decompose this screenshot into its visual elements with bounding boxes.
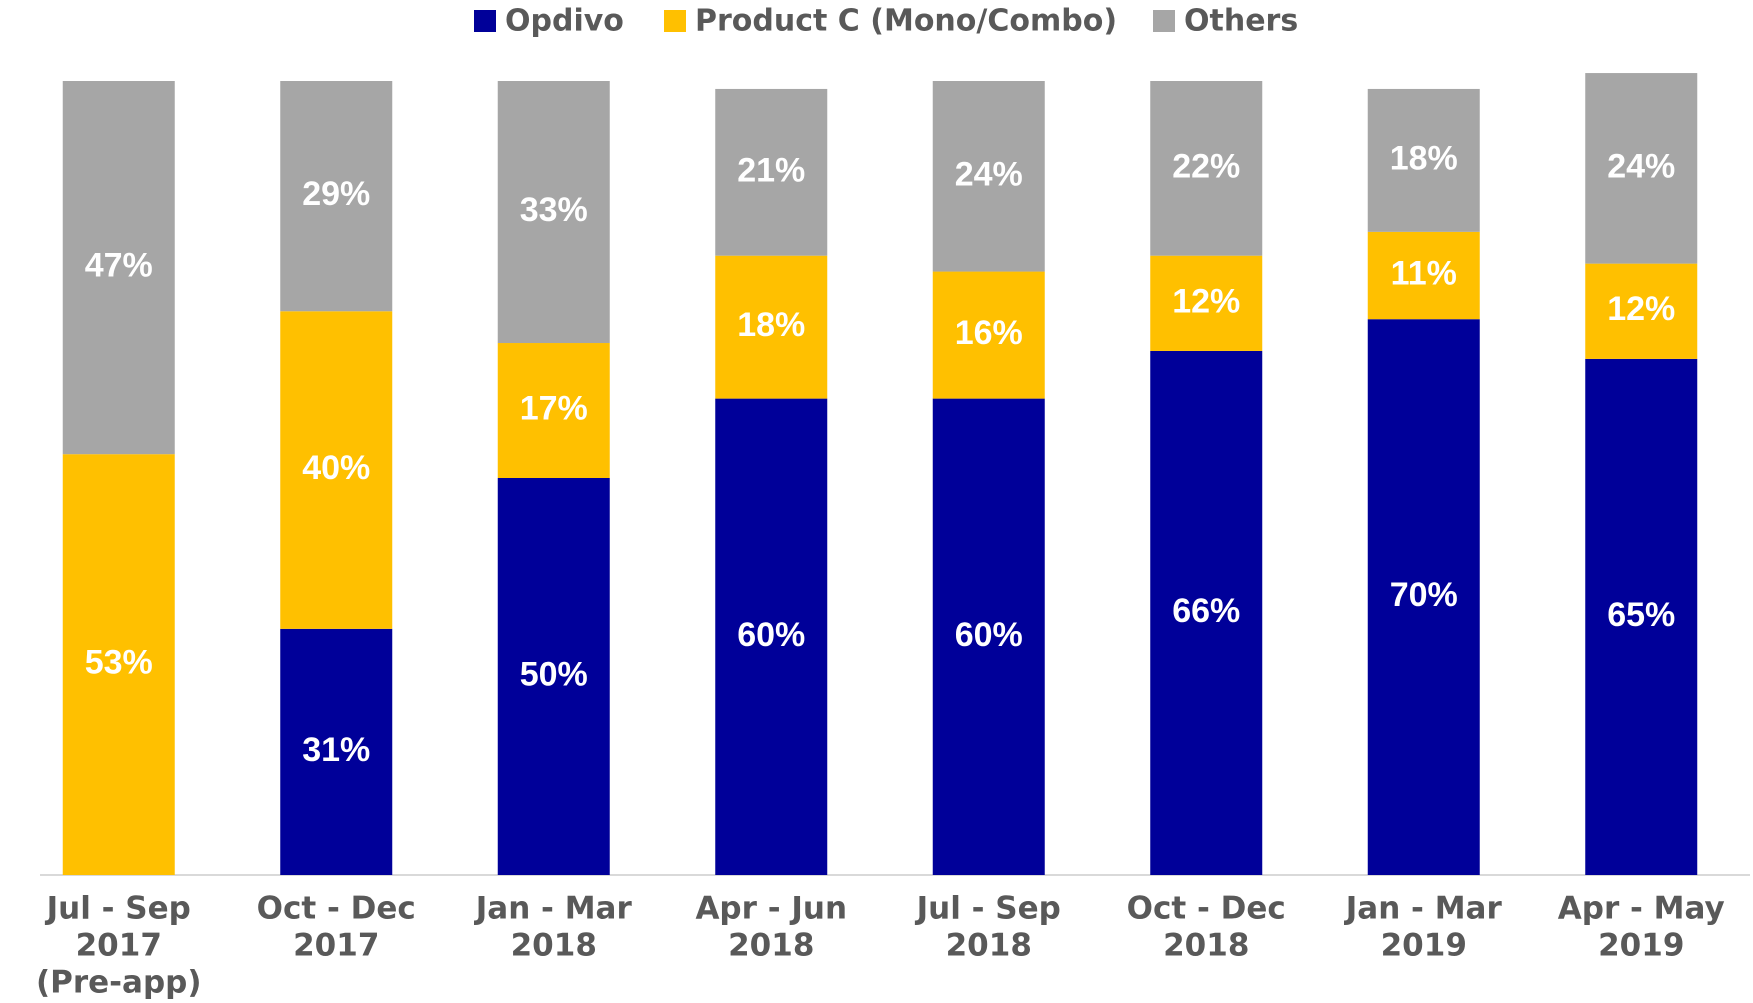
data-label: 24%: [955, 155, 1023, 193]
bar-segment: [497, 343, 610, 478]
x-tick-label: Jan - Mar: [1344, 891, 1503, 927]
x-tick-label: Apr - May: [1558, 891, 1725, 927]
bar-segment: [1367, 88, 1480, 232]
x-tick-label: 2018: [728, 928, 814, 964]
bar-segment: [1367, 319, 1480, 875]
bar-segment: [715, 255, 828, 399]
data-label: 18%: [737, 306, 805, 344]
bar-segment: [280, 311, 393, 629]
data-label: 31%: [302, 731, 370, 769]
bar-segment: [497, 81, 610, 344]
legend-swatch: [664, 10, 686, 32]
x-tick-label: (Pre-app): [36, 965, 202, 1001]
data-label: 24%: [1607, 147, 1675, 185]
data-label: 47%: [85, 247, 153, 285]
bar-segment: [280, 628, 393, 875]
legend-label: Product C (Mono/Combo): [695, 4, 1117, 39]
x-tick-label: Oct - Dec: [1127, 891, 1286, 927]
bar-segment: [280, 81, 393, 312]
legend-label: Opdivo: [505, 4, 624, 39]
x-tick-label: 2018: [511, 928, 597, 964]
data-label: 12%: [1172, 282, 1240, 320]
data-label: 70%: [1390, 576, 1458, 614]
data-label: 21%: [737, 151, 805, 189]
x-tick-label: Apr - Jun: [695, 891, 847, 927]
bar-segment: [932, 398, 1045, 875]
x-tick-label: 2017: [293, 928, 379, 964]
x-tick-label: 2019: [1598, 928, 1684, 964]
bar-segment: [932, 81, 1045, 272]
data-label: 40%: [302, 449, 370, 487]
bar-segment: [1585, 358, 1698, 875]
bar-segment: [715, 398, 828, 875]
data-label: 18%: [1390, 139, 1458, 177]
data-label: 22%: [1172, 147, 1240, 185]
x-tick-label: Jul - Sep: [915, 891, 1061, 927]
data-label: 29%: [302, 175, 370, 213]
data-label: 66%: [1172, 592, 1240, 630]
bar-segment: [62, 81, 175, 455]
legend-swatch: [474, 10, 496, 32]
bar-segment: [1367, 231, 1480, 320]
data-label: 60%: [955, 616, 1023, 654]
bar-segment: [1585, 73, 1698, 264]
x-tick-label: 2019: [1381, 928, 1467, 964]
x-tick-label: Jan - Mar: [474, 891, 633, 927]
x-tick-label: 2018: [946, 928, 1032, 964]
bar-segment: [62, 454, 175, 875]
bar-segment: [1150, 255, 1263, 351]
bar-segment: [715, 88, 828, 256]
data-label: 33%: [520, 191, 588, 229]
x-tick-label: 2017: [76, 928, 162, 964]
data-label: 16%: [955, 314, 1023, 352]
bar-segment: [1585, 263, 1698, 359]
bar-segment: [497, 478, 610, 875]
x-tick-label: Oct - Dec: [257, 891, 416, 927]
data-label: 50%: [520, 655, 588, 693]
bar-segment: [932, 271, 1045, 399]
x-tick-label: 2018: [1163, 928, 1249, 964]
data-label: 60%: [737, 616, 805, 654]
data-label: 11%: [1391, 255, 1457, 293]
bar-segment: [1150, 350, 1263, 876]
data-label: 65%: [1607, 596, 1675, 634]
data-label: 12%: [1607, 290, 1675, 328]
data-label: 53%: [85, 644, 153, 682]
data-label: 17%: [520, 389, 588, 427]
legend-label: Others: [1184, 4, 1298, 39]
legend-swatch: [1153, 10, 1175, 32]
bar-segment: [1150, 81, 1263, 256]
x-tick-label: Jul - Sep: [45, 891, 191, 927]
